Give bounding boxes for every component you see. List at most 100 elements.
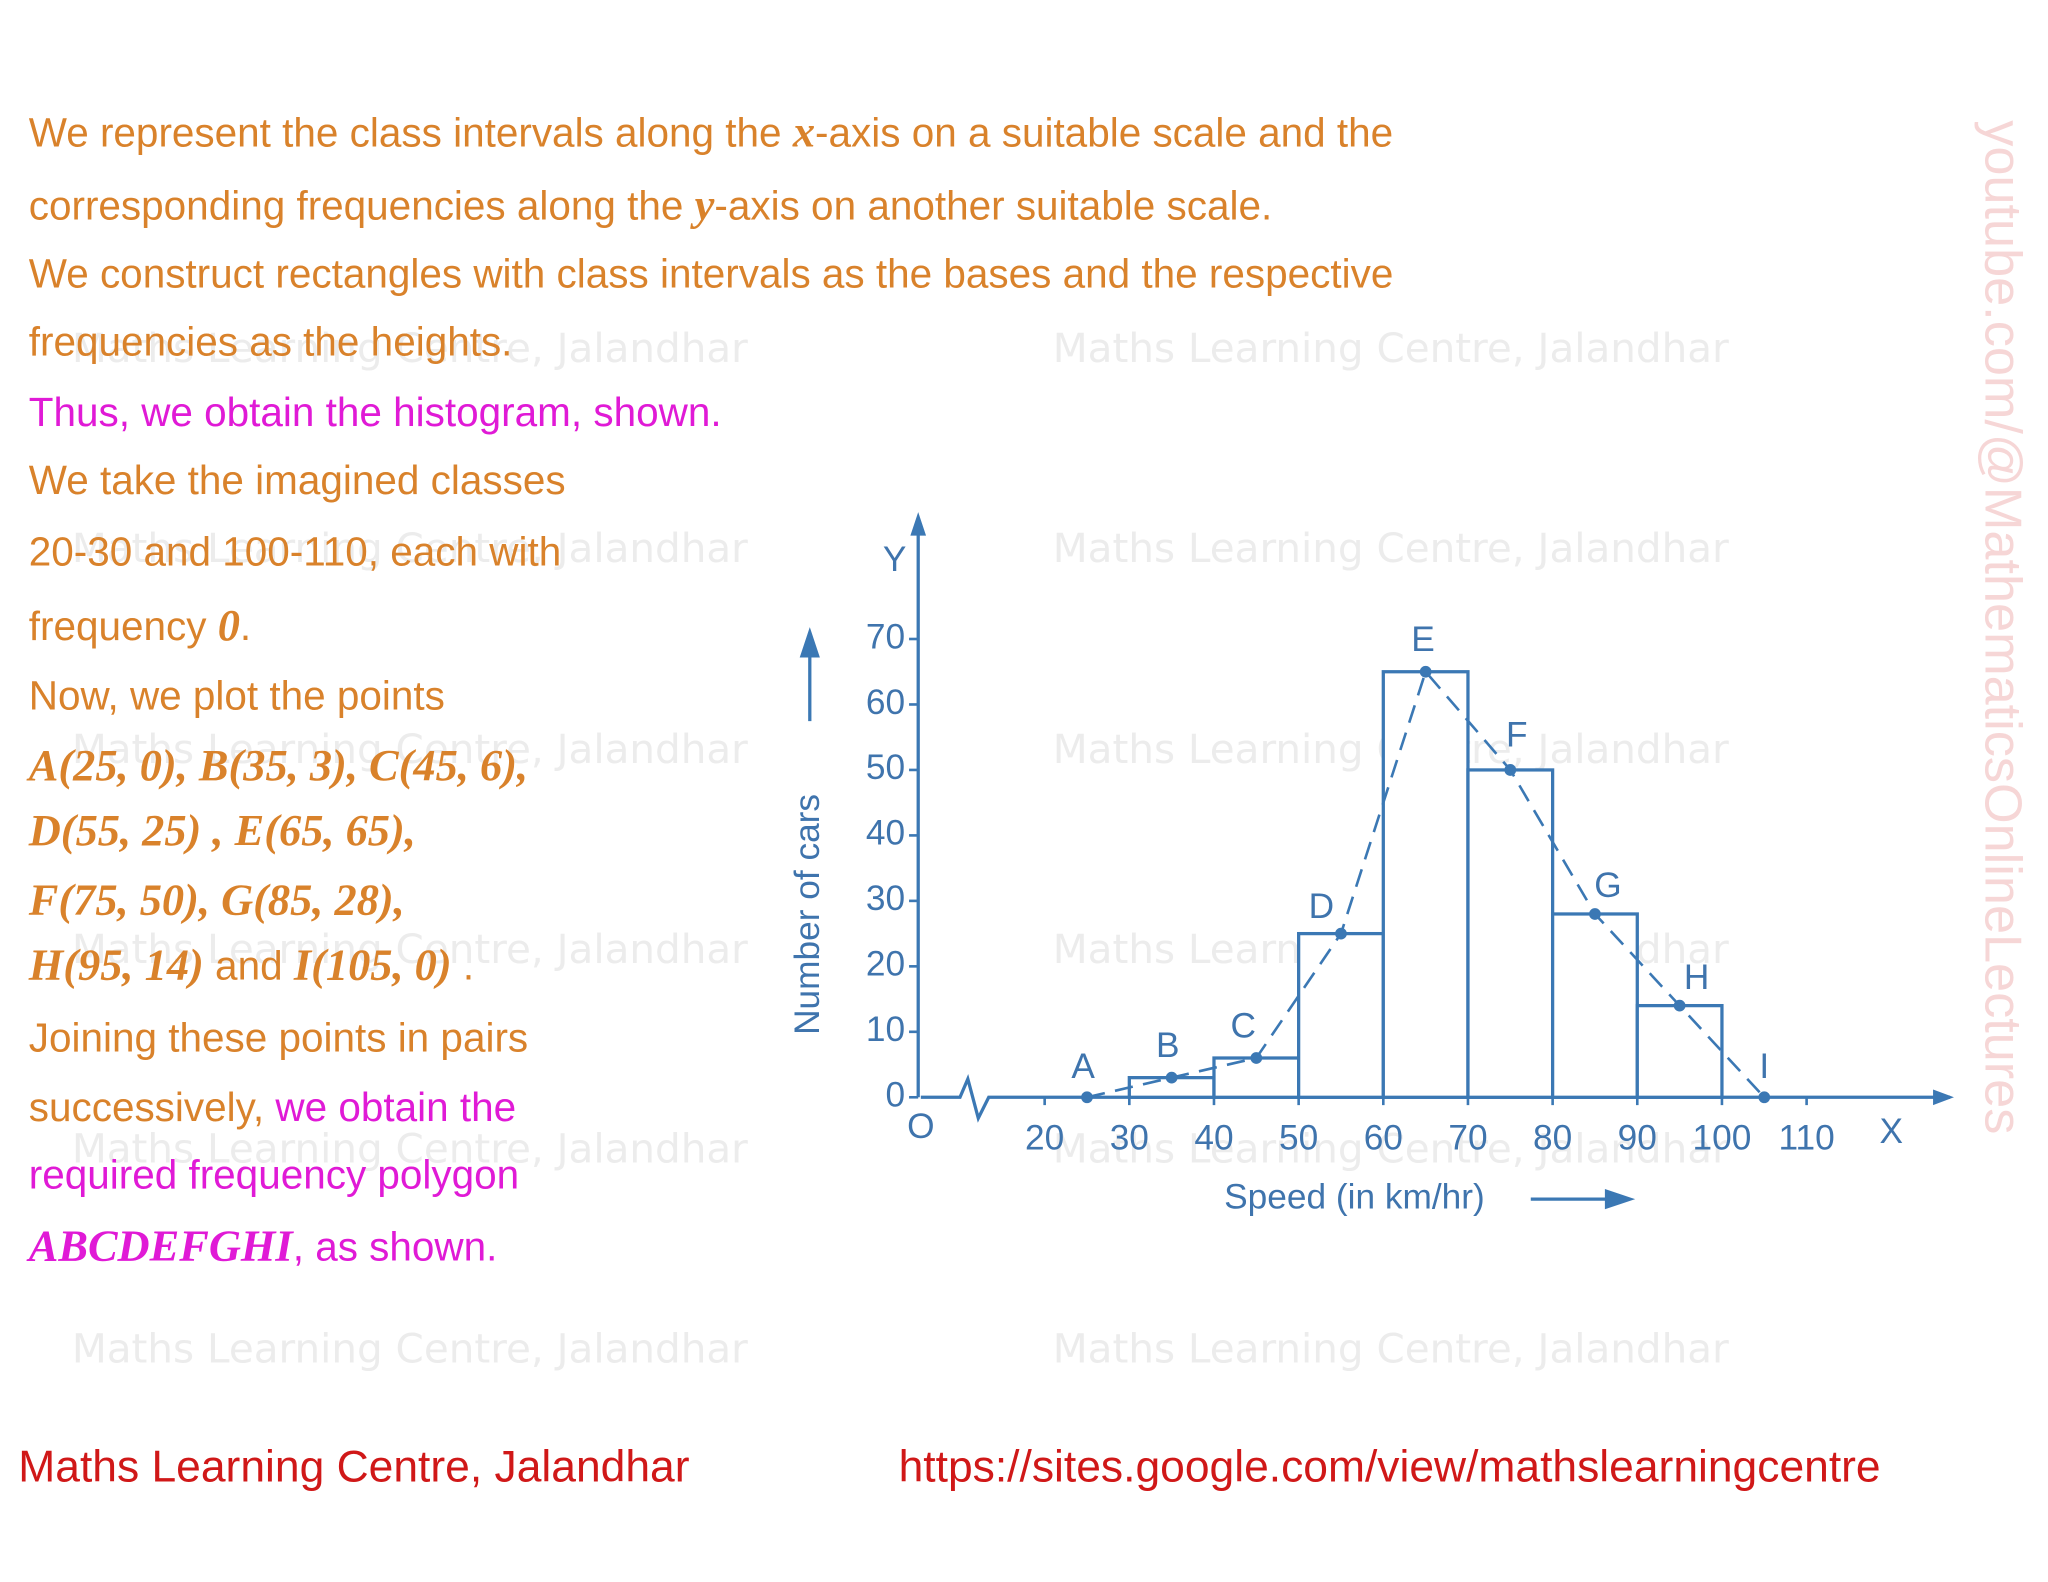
text-line: 20-30 and 100-110, each with — [29, 529, 561, 575]
text-line: F(75, 50), G(85, 28), — [28, 874, 405, 924]
text-segment: We represent the class intervals along t… — [29, 109, 793, 155]
text-segment: successively, — [29, 1084, 276, 1130]
y-tick-label: 50 — [866, 748, 905, 787]
text-line: Now, we plot the points — [29, 672, 445, 718]
point-label: C — [1231, 1006, 1256, 1045]
text-segment: F(75, 50), G(85, 28), — [28, 874, 405, 924]
text-line: successively, we obtain the — [29, 1084, 516, 1130]
text-segment: Joining these points in pairs — [29, 1015, 528, 1061]
watermark: Maths Learning Centre, Jalandhar — [1053, 1324, 1729, 1372]
watermark: Maths Learning Centre, Jalandhar — [72, 925, 748, 973]
text-segment: We construct rectangles with class inter… — [29, 250, 1394, 296]
y-tick-label: 0 — [886, 1076, 906, 1115]
text-line: H(95, 14) and I(105, 0) . — [28, 940, 474, 990]
point-label: G — [1594, 866, 1621, 905]
x-axis-label: Speed (in km/hr) — [1224, 1177, 1485, 1216]
y-tick-label: 40 — [866, 814, 905, 853]
text-segment: ABCDEFGHI — [26, 1221, 295, 1271]
x-tick-label: 40 — [1194, 1119, 1233, 1158]
y-tick-label: 70 — [866, 617, 905, 656]
footer-right: https://sites.google.com/view/mathslearn… — [899, 1442, 1881, 1491]
chart: O X Y 0 10 20 30 40 50 60 70 20 30 40 50 60 70 80 90 100 110… — [788, 512, 1954, 1216]
watermark: Maths Learning Centre, Jalandhar — [72, 1324, 748, 1372]
polygon-point — [1250, 1052, 1263, 1064]
polygon-point — [1673, 999, 1686, 1012]
polygon-point — [1504, 764, 1517, 776]
text-line: frequency 0. — [29, 600, 251, 650]
text-line: D(55, 25) , E(65, 65), — [28, 805, 416, 855]
watermark: Maths Learning Centre, Jalandhar — [1053, 524, 1729, 572]
watermark: Maths Learning Centre, Jalandhar — [1053, 324, 1729, 372]
text-line: We construct rectangles with class inter… — [29, 250, 1394, 296]
text-segment: I(105, 0) — [293, 940, 452, 990]
bar — [1381, 670, 1470, 1099]
bar — [1297, 931, 1385, 1099]
bar — [1635, 1003, 1724, 1099]
text-segment: H(95, 14) — [28, 940, 204, 990]
origin-label: O — [907, 1107, 934, 1146]
text-line: We take the imagined classes — [29, 457, 566, 503]
y-tick-label: 10 — [866, 1010, 905, 1049]
watermarks: Maths Learning Centre, Jalandhar Maths Le… — [72, 324, 1729, 1372]
text-segment: frequency — [29, 603, 218, 649]
frequency-polygon — [1086, 669, 1766, 1099]
text-segment: frequencies as the heights. — [29, 318, 513, 364]
text-segment: Thus, we obtain the histogram, shown. — [29, 389, 722, 435]
x-tick-label: 50 — [1279, 1119, 1318, 1158]
y-axis-arrow — [910, 512, 927, 536]
text-segment: y — [690, 180, 715, 230]
text-segment: , as shown. — [293, 1224, 498, 1270]
point-label: B — [1156, 1026, 1180, 1065]
text-line: A(25, 0), B(35, 3), C(45, 6), — [26, 740, 528, 790]
text-line: corresponding frequencies along the y-ax… — [29, 180, 1273, 230]
text-line: ABCDEFGHI, as shown. — [26, 1221, 498, 1271]
x-tick-label: 90 — [1618, 1119, 1657, 1158]
polygon-point — [1335, 927, 1347, 940]
text-line: We represent the class intervals along t… — [29, 106, 1393, 156]
side-text: youtube.com/@MathematicsOnlineLectures — [1973, 120, 2031, 1134]
x-tick-label: 100 — [1693, 1119, 1752, 1158]
point-label: D — [1309, 887, 1334, 926]
x-tick-label: 80 — [1533, 1119, 1572, 1158]
polygon-point — [1758, 1091, 1771, 1104]
point-label: H — [1684, 958, 1709, 997]
explanation: We represent the class intervals along t… — [26, 106, 1394, 1270]
text-segment: x — [792, 106, 815, 156]
text-segment: . — [452, 943, 475, 989]
x-tick-label: 60 — [1364, 1119, 1403, 1158]
text-segment: -axis on a suitable scale and the — [815, 109, 1393, 155]
text-segment: 20-30 and 100-110, each with — [29, 529, 561, 575]
bar — [1212, 1056, 1301, 1099]
text-line: frequencies as the heights. — [29, 318, 513, 364]
y-tick-label: 30 — [866, 879, 905, 918]
x-axis-arrow — [1933, 1089, 1954, 1106]
text-segment: . — [240, 603, 251, 649]
text-segment: A(25, 0), B(35, 3), C(45, 6), — [26, 740, 528, 790]
x-label-arrow — [1530, 1189, 1636, 1210]
point-label: I — [1759, 1047, 1769, 1086]
x-tick-label: 30 — [1110, 1119, 1149, 1158]
y-axis-label: Number of cars — [788, 794, 827, 1035]
text-segment: D(55, 25) , E(65, 65), — [28, 805, 416, 855]
point-label: F — [1506, 716, 1528, 755]
x-tick-label: 110 — [1779, 1119, 1835, 1158]
y-axis-name: Y — [883, 540, 907, 579]
bar — [1466, 768, 1555, 1099]
point-label: E — [1411, 620, 1435, 659]
watermark: Maths Learning Centre, Jalandhar — [72, 725, 748, 773]
x-tick-label: 70 — [1448, 1119, 1487, 1158]
point-label: A — [1071, 1047, 1095, 1086]
watermark: Maths Learning Centre, Jalandhar — [72, 524, 748, 572]
polygon-point — [1165, 1071, 1178, 1084]
text-segment: 0 — [218, 600, 240, 650]
watermark: Maths Learning Centre, Jalandhar — [1053, 1125, 1729, 1173]
text-segment: we obtain the — [274, 1084, 516, 1130]
text-line: required frequency polygon — [29, 1152, 519, 1198]
text-segment: Now, we plot the points — [29, 672, 445, 718]
text-line: Joining these points in pairs — [29, 1015, 528, 1061]
text-segment: We take the imagined classes — [29, 457, 566, 503]
footer-left: Maths Learning Centre, Jalandhar — [18, 1442, 689, 1491]
polygon-point — [1081, 1091, 1093, 1104]
